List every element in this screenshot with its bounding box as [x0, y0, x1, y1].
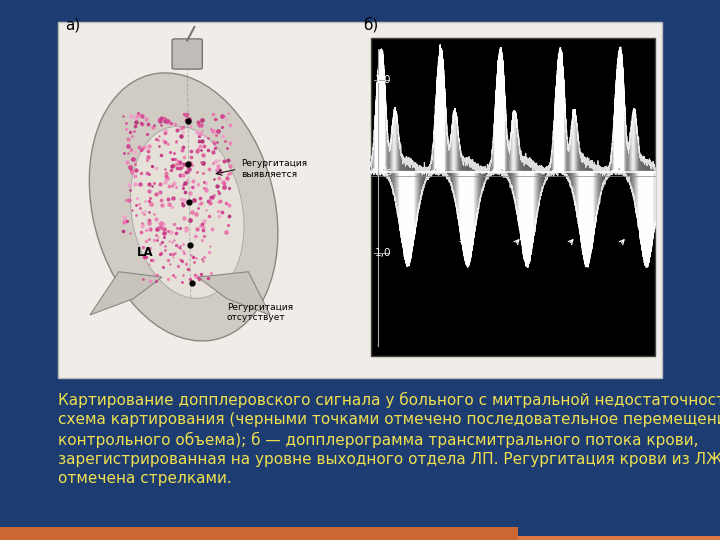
Text: m/s: m/s	[374, 167, 392, 177]
Text: 1,0: 1,0	[374, 248, 391, 258]
Text: Регургитация
выявляется: Регургитация выявляется	[241, 159, 307, 179]
Text: а): а)	[65, 18, 80, 33]
FancyBboxPatch shape	[58, 22, 662, 378]
Bar	[0, 526, 518, 540]
Ellipse shape	[89, 73, 278, 341]
Polygon shape	[90, 272, 162, 315]
Text: 1,0: 1,0	[374, 75, 391, 85]
Bar	[101, 536, 720, 540]
FancyBboxPatch shape	[172, 39, 202, 69]
Text: б): б)	[364, 17, 379, 33]
Ellipse shape	[130, 126, 244, 299]
FancyBboxPatch shape	[371, 38, 655, 356]
Text: Регургитация
отсутствует: Регургитация отсутствует	[227, 302, 293, 322]
Text: LA: LA	[137, 246, 153, 259]
Text: Картирование допплеровского сигнала у больного с митральной недостаточностью: а : Картирование допплеровского сигнала у бо…	[58, 392, 720, 486]
Polygon shape	[198, 272, 270, 315]
